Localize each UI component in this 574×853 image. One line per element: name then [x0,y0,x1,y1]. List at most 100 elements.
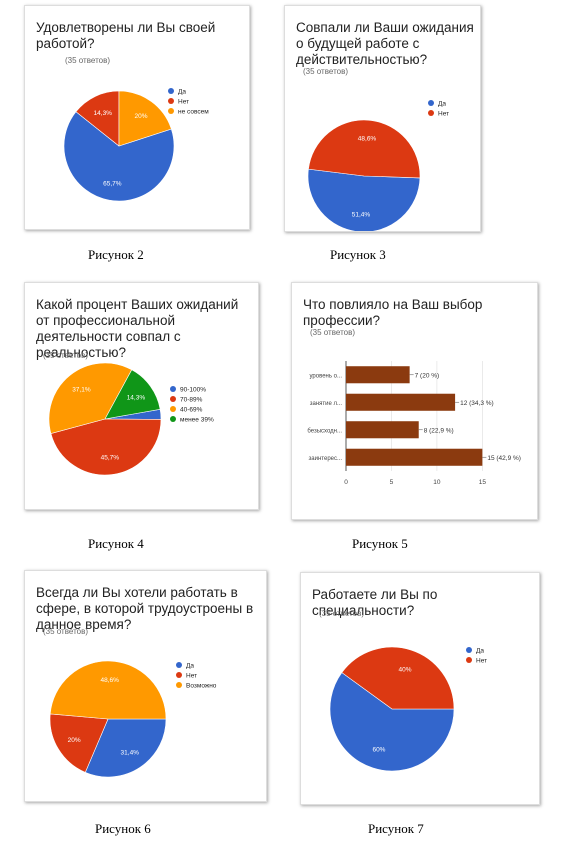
slice-label: 20% [134,113,147,120]
bar [346,448,483,466]
chart-subtitle: (35 ответов) [43,627,89,636]
legend-swatch [170,406,176,412]
value-label: 12 (34,3 %) [460,400,494,407]
chart-title: Удовлетворены ли Вы своей работой? [36,20,216,51]
legend-swatch [428,110,434,116]
legend-label: 70-89% [180,397,203,404]
pie-slice [63,111,175,202]
slice-label: 14,3% [127,394,146,401]
chart: 0 5 10 15 уровень о... 7 (20 %) занятие л... 12… [307,361,521,486]
slice-label: 48,6% [358,136,377,143]
pie-slice [49,660,167,720]
chart: 65,7% Да 14,3% Нет 20% не совсем [63,88,209,202]
figure-caption: Рисунок 4 [88,536,144,551]
chart-subtitle: (35 ответов) [319,609,365,618]
legend-swatch [168,88,174,94]
pie-slice [48,362,133,434]
slice-label: 48,6% [101,677,120,684]
legend-swatch [428,100,434,106]
legend-label: Возможно [186,683,217,690]
legend-swatch [466,647,472,653]
legend-swatch [176,672,182,678]
slice-label: 40% [399,666,412,673]
legend-label: Да [178,89,186,96]
y-tick-label: занятие л... [310,401,343,407]
chart-card: 65,7% Да 14,3% Нет 20% не совсем Удовлетворены… [24,5,250,230]
legend-swatch [170,386,176,392]
slice-label: 45,7% [101,454,120,461]
legend-label: 40-69% [180,407,203,414]
chart-card: 0 5 10 15 уровень о... 7 (20 %) занятие л... 12… [291,282,538,520]
y-tick-label: уровень о... [309,373,342,379]
slice-label: 37,1% [72,387,91,394]
chart-subtitle: (35 ответов) [65,56,111,65]
chart-title: Что повлияло на Ваш выбор профессии? [303,297,483,328]
value-label: 8 (22,9 %) [424,427,454,434]
legend-swatch [168,108,174,114]
bar [346,421,419,439]
chart-title: Совпали ли Ваши ожидания о будущей работ… [296,20,474,67]
pie-slice [341,646,455,710]
pie-slice [308,119,421,179]
legend-swatch [170,396,176,402]
legend-label: Да [476,648,484,655]
slice-label: 51,4% [352,211,371,218]
x-tick-label: 5 [390,479,394,486]
y-tick-label: заинтерес... [309,456,343,462]
x-tick-label: 0 [344,479,348,486]
pie-slice [49,713,109,773]
chart: 31,4% Да 20% Нет 48,6% Возможно [49,660,217,778]
legend-label: Нет [186,673,197,680]
x-tick-label: 15 [479,479,487,486]
figure-caption: Рисунок 2 [88,247,144,262]
chart: 51,4% Да 48,6% Нет [307,100,449,231]
figure-caption: Рисунок 7 [368,821,424,836]
chart-title: Всегда ли Вы хотели работать в сфере, в … [36,585,254,632]
legend-label: не совсем [178,109,209,116]
slice-label: 20% [68,737,81,744]
chart-card: 31,4% Да 20% Нет 48,6% Возможно Всегда ли Вы х… [24,570,267,802]
figure-caption: Рисунок 3 [330,247,386,262]
legend-swatch [168,98,174,104]
value-label: 15 (42,9 %) [487,455,521,462]
pie-slice [118,90,172,147]
legend-label: Нет [476,658,487,665]
legend-swatch [466,657,472,663]
pie-slice [84,718,167,778]
chart-subtitle: (35 ответов) [43,351,89,360]
slice-label: 31,4% [121,749,140,756]
pie-slice [104,369,161,420]
slice-label: 60% [372,747,385,754]
chart-card: 51,4% Да 48,6% Нет Совпали ли Ваши ожидания … [284,5,481,232]
bar [346,393,456,411]
bar [346,366,410,384]
y-tick-label: безысходн... [307,428,342,434]
legend-label: Да [186,663,194,670]
chart-card: 90-100% 45,7% 70-89% 37,1% 40-69% 14,3% менее … [24,282,259,510]
pie-slice [50,418,162,476]
value-label: 7 (20 %) [415,372,440,379]
legend-swatch [176,682,182,688]
pie-slice [329,672,455,772]
chart: 90-100% 45,7% 70-89% 37,1% 40-69% 14,3% менее … [48,362,214,476]
pie-slice [307,168,421,231]
figure-caption: Рисунок 5 [352,536,408,551]
legend-label: 90-100% [180,387,206,394]
chart-subtitle: (35 ответов) [310,328,356,337]
slice-label: 65,7% [103,180,122,187]
chart-card: 60% Да 40% Нет Работаете ли Вы по специально… [300,572,540,805]
legend-label: Нет [178,99,189,106]
chart-title: Какой процент Ваших ожиданий от професси… [36,297,239,360]
legend-swatch [170,416,176,422]
legend-swatch [176,662,182,668]
chart-title: Работаете ли Вы по специальности? [312,587,438,618]
chart: 60% Да 40% Нет [329,646,487,772]
x-tick-label: 10 [433,479,441,486]
legend-label: Да [438,101,446,108]
legend-label: менее 39% [180,417,214,424]
figure-caption: Рисунок 6 [95,821,151,836]
chart-subtitle: (35 ответов) [303,67,349,76]
legend-label: Нет [438,111,449,118]
slice-label: 14,3% [94,110,113,117]
